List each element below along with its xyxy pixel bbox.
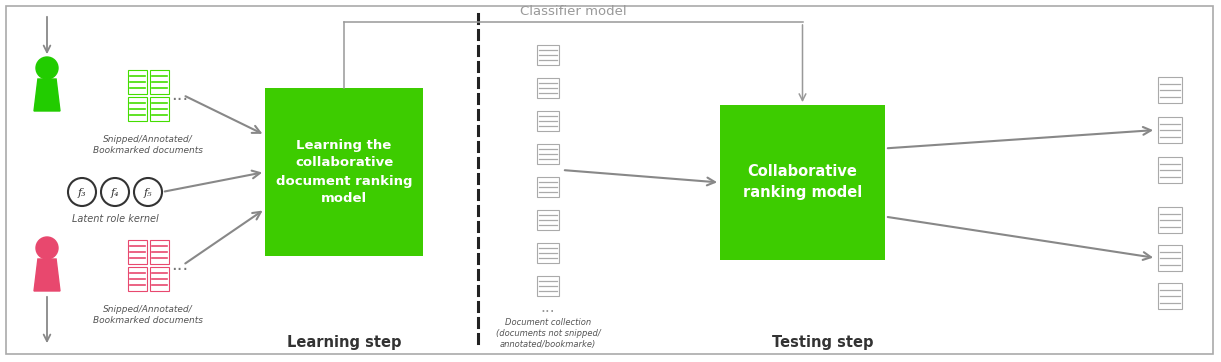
Text: Snipped/Annotated/
Bookmarked documents: Snipped/Annotated/ Bookmarked documents [93, 135, 203, 155]
Text: Collaborative
ranking model: Collaborative ranking model [742, 164, 862, 201]
Text: Latent role kernel: Latent role kernel [72, 214, 159, 224]
Bar [149, 70, 168, 93]
Bar [720, 105, 885, 260]
Bar [537, 177, 559, 197]
Bar [537, 276, 559, 296]
Bar [1158, 207, 1182, 233]
Text: Testing step: Testing step [772, 335, 873, 350]
Bar [127, 240, 147, 264]
Bar [149, 97, 168, 121]
Bar [537, 243, 559, 263]
Text: Classifier model: Classifier model [520, 5, 626, 18]
Text: Learning step: Learning step [287, 335, 402, 350]
Bar [1158, 283, 1182, 309]
Bar [537, 45, 559, 65]
Bar [127, 266, 147, 290]
Bar [537, 144, 559, 164]
Circle shape [68, 178, 96, 206]
Bar [149, 240, 168, 264]
Bar [127, 70, 147, 93]
Text: ...: ... [541, 300, 556, 316]
Bar [537, 111, 559, 131]
Bar [1158, 77, 1182, 103]
Bar [1158, 245, 1182, 271]
Polygon shape [34, 259, 60, 291]
Circle shape [134, 178, 162, 206]
Text: f₄: f₄ [111, 188, 120, 198]
Polygon shape [34, 79, 60, 111]
Bar [265, 88, 422, 256]
Circle shape [35, 57, 59, 79]
Bar [1158, 157, 1182, 183]
Bar [149, 266, 168, 290]
Bar [127, 97, 147, 121]
Text: f₅: f₅ [144, 188, 153, 198]
Text: ...: ... [171, 256, 188, 274]
Text: Snipped/Annotated/
Bookmarked documents: Snipped/Annotated/ Bookmarked documents [93, 305, 203, 325]
Bar [537, 78, 559, 98]
Bar [1158, 117, 1182, 143]
Text: f₃: f₃ [78, 188, 87, 198]
Text: Learning the
collaborative
document ranking
model: Learning the collaborative document rank… [276, 139, 413, 206]
Text: ...: ... [171, 86, 188, 104]
Circle shape [101, 178, 129, 206]
Text: Document collection
(documents not snipped/
annotated/bookmarke): Document collection (documents not snipp… [496, 318, 601, 349]
Circle shape [35, 237, 59, 259]
Bar [537, 210, 559, 230]
